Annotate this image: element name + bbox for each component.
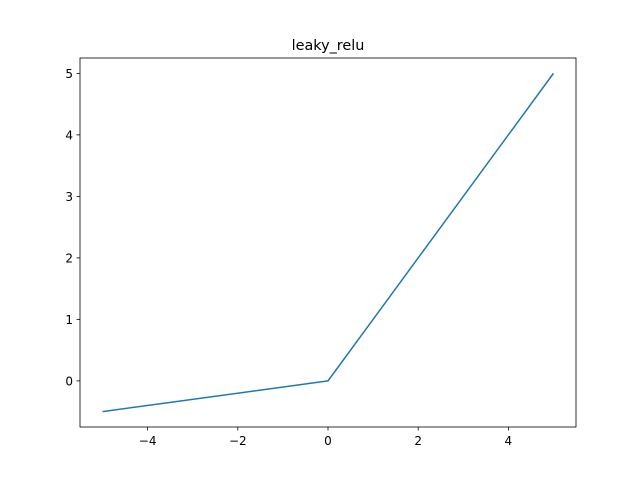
x-axis: −4 −2 0 2 4: [139, 427, 512, 448]
y-tick-label: 4: [65, 128, 73, 142]
axes-frame: [79, 57, 577, 428]
series-line-0: [102, 72, 555, 413]
x-tick-label: −4: [139, 434, 157, 448]
plot-area: [102, 72, 555, 413]
x-tick-label: −2: [229, 434, 247, 448]
x-tick-label: 0: [324, 434, 332, 448]
x-tick-label: 2: [414, 434, 422, 448]
y-tick-label: 0: [65, 374, 73, 388]
y-tick-label: 3: [65, 190, 73, 204]
y-axis: 0 1 2 3 4 5: [65, 67, 80, 388]
chart-title: leaky_relu: [292, 38, 365, 54]
y-tick-label: 1: [65, 313, 73, 327]
x-tick-label: 4: [505, 434, 513, 448]
y-tick-label: 5: [65, 67, 73, 81]
y-tick-label: 2: [65, 251, 73, 265]
